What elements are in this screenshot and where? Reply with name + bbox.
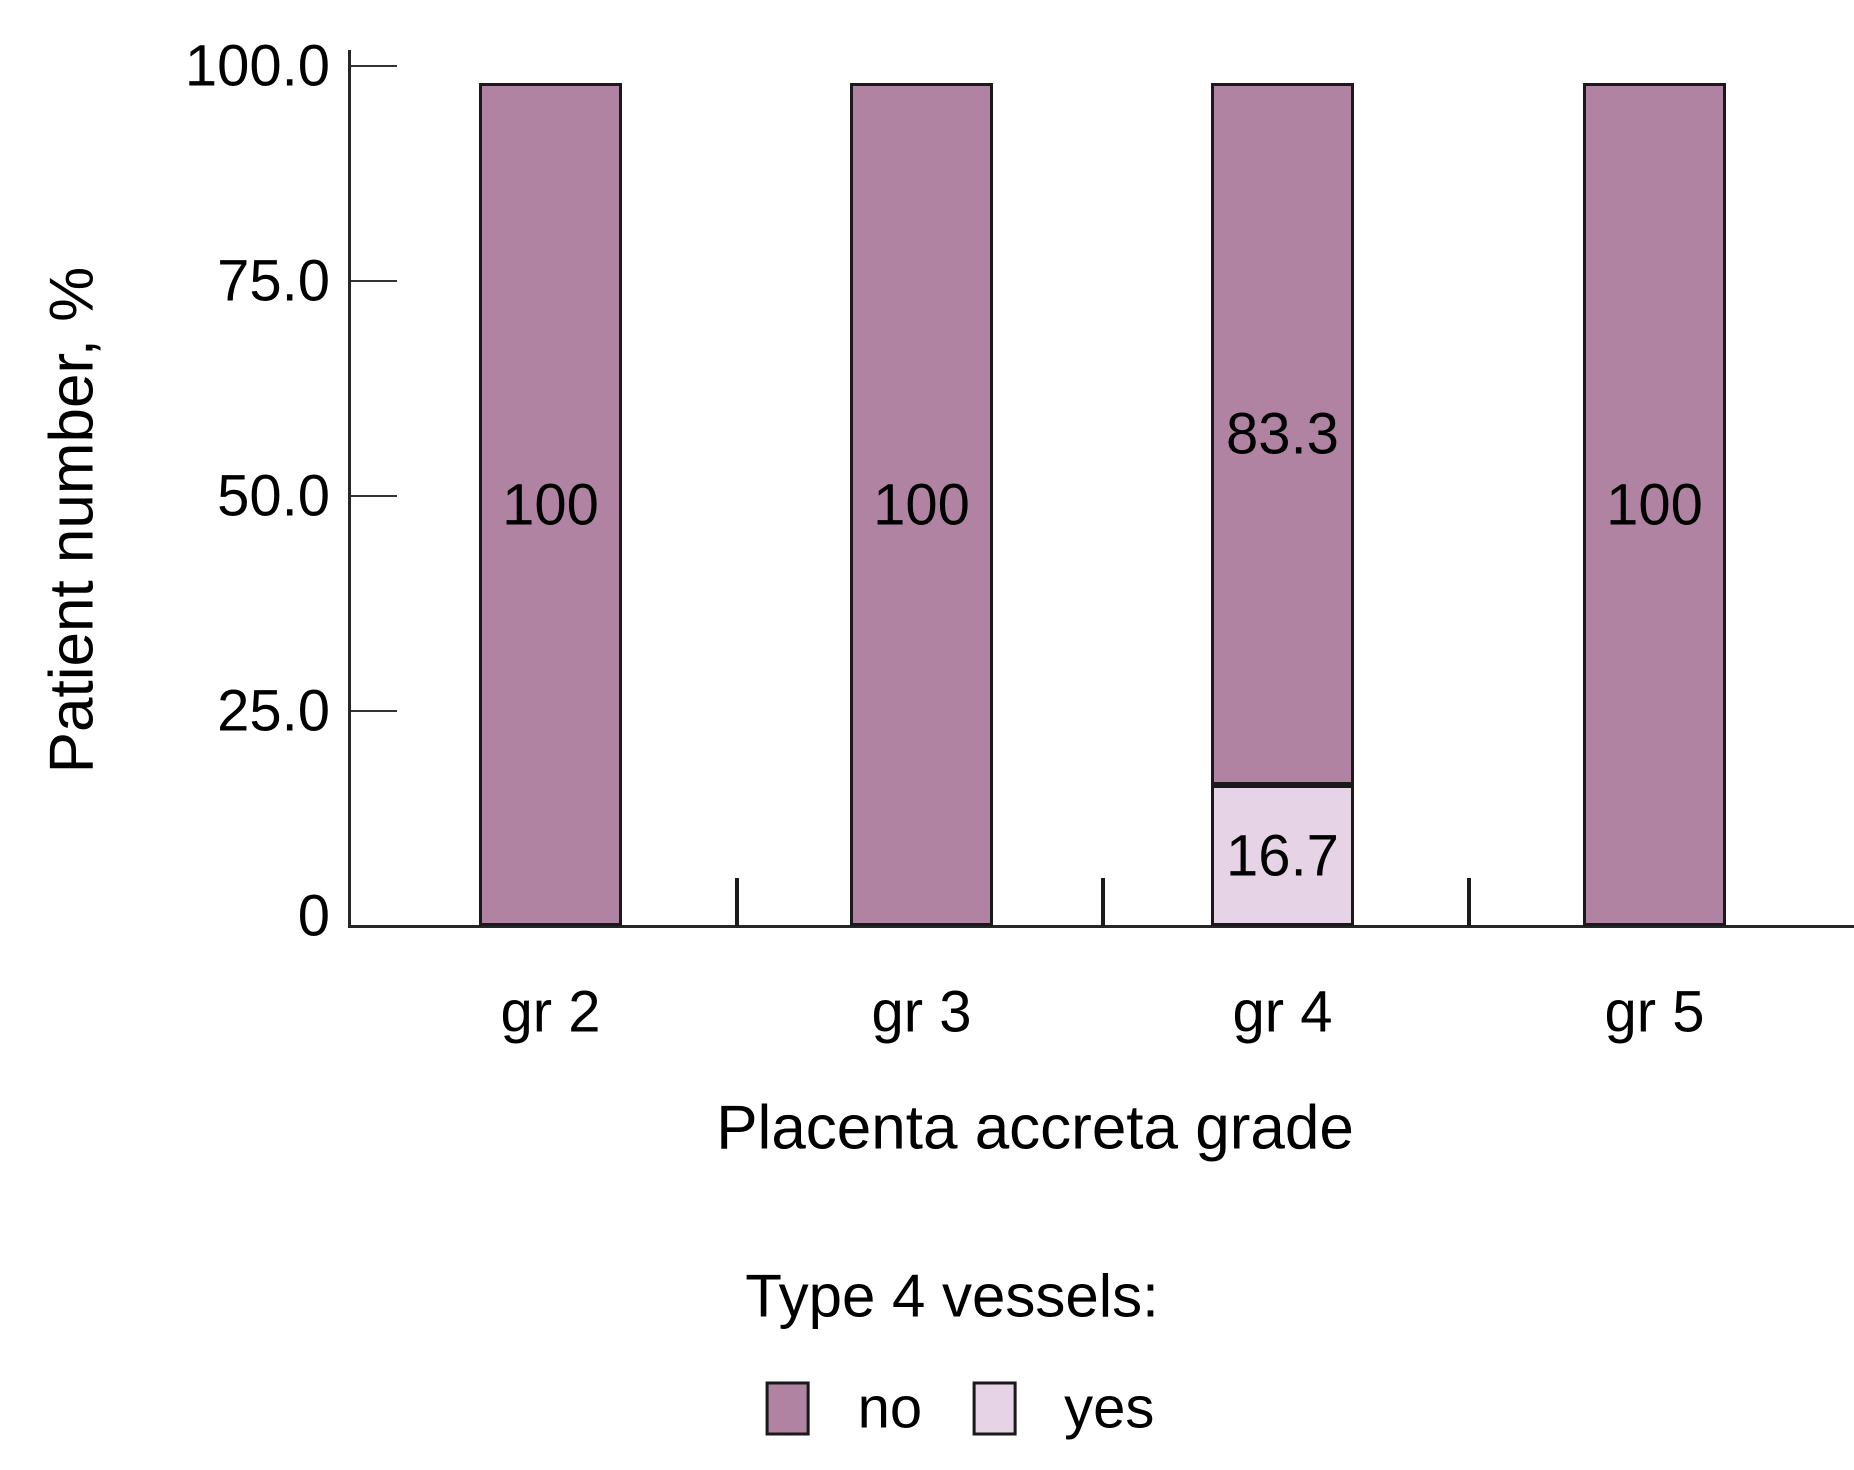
legend-item-no: no <box>765 1375 923 1442</box>
legend-title: Type 4 vessels: <box>745 1262 1159 1330</box>
x-axis-title: Placenta accreta grade <box>716 1093 1354 1163</box>
y-tick-50 <box>351 495 397 497</box>
category-label-gr-2: gr 2 <box>500 979 601 1045</box>
category-label-gr-4: gr 4 <box>1232 979 1333 1045</box>
y-tick-label-25: 25.0 <box>217 678 330 744</box>
legend: no yes <box>765 1375 1154 1442</box>
category-separator-tick-1 <box>735 878 739 926</box>
bar-segment-no-gr-4 <box>1211 83 1354 786</box>
category-label-gr-3: gr 3 <box>871 979 972 1045</box>
bar-segment-no-gr-5 <box>1583 83 1726 926</box>
y-tick-label-100: 100.0 <box>184 33 330 99</box>
bar-value-label-no-gr-2: 100 <box>502 472 599 537</box>
legend-swatch-yes <box>972 1381 1017 1435</box>
y-tick-label-0: 0 <box>297 883 330 949</box>
y-tick-label-75: 75.0 <box>217 248 330 314</box>
y-axis-line <box>348 50 351 928</box>
bar-segment-no-gr-3 <box>850 83 993 926</box>
y-axis-title: Patient number, % <box>37 266 107 774</box>
y-tick-75 <box>351 280 397 282</box>
bar-segment-no-gr-2 <box>479 83 622 926</box>
legend-label-yes: yes <box>1064 1375 1155 1441</box>
legend-swatch-no <box>765 1381 810 1435</box>
category-separator-tick-2 <box>1101 878 1105 926</box>
y-tick-100 <box>351 65 397 67</box>
y-tick-25 <box>351 710 397 712</box>
bar-value-label-no-gr-5: 100 <box>1606 472 1703 537</box>
bar-value-label-yes-gr-4: 16.7 <box>1226 823 1339 889</box>
x-axis-line <box>348 925 1854 928</box>
legend-item-yes: yes <box>972 1375 1154 1442</box>
category-label-gr-5: gr 5 <box>1604 979 1705 1045</box>
bar-segment-yes-gr-4 <box>1211 785 1354 926</box>
legend-label-no: no <box>857 1375 923 1441</box>
y-tick-label-50: 50.0 <box>217 463 330 529</box>
bar-value-label-no-gr-4: 83.3 <box>1226 401 1339 467</box>
category-separator-tick-3 <box>1467 878 1471 926</box>
bar-value-label-no-gr-3: 100 <box>873 472 970 537</box>
